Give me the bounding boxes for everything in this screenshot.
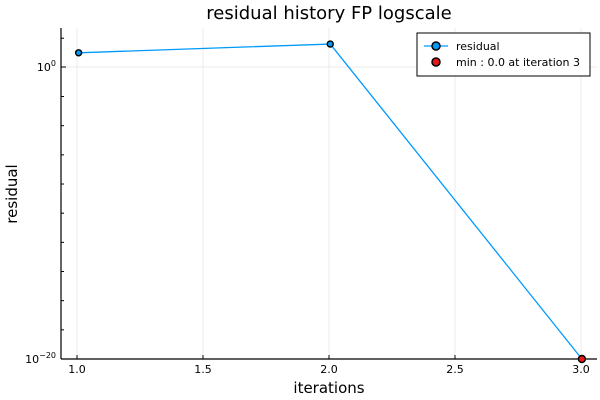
legend-label-residual: residual	[456, 40, 500, 53]
legend-label-min: min : 0.0 at iteration 3	[456, 56, 580, 69]
data-point-residual-1	[74, 49, 83, 57]
series-line-residual	[78, 43, 583, 360]
x-tick-label-3: 2.0	[320, 363, 338, 376]
y-tick-base-1: 10	[37, 61, 51, 74]
x-tick-label-1: 1.0	[68, 363, 86, 376]
x-ticks: 1.0 1.5 2.0 2.5 3.0	[68, 355, 590, 376]
data-point-residual-2	[326, 40, 334, 48]
chart-title: residual history FP logscale	[206, 3, 451, 24]
grid	[61, 28, 597, 359]
legend: residual min : 0.0 at iteration 3	[416, 32, 591, 77]
y-ticks: 100 10−20	[25, 59, 66, 366]
y-minor-ticks	[61, 37, 64, 331]
y-tick-label-2: 10−20	[25, 351, 56, 366]
y-tick-base-2: 10	[25, 353, 39, 366]
legend-marker-residual	[431, 41, 441, 51]
y-tick-label-1: 100	[37, 59, 56, 74]
y-axis-label: residual	[3, 164, 21, 223]
x-tick-label-2: 1.5	[194, 363, 212, 376]
y-tick-exp-2: −20	[39, 351, 56, 360]
legend-box	[416, 32, 591, 77]
x-axis-label: iterations	[293, 379, 364, 397]
data-point-min-1	[577, 354, 587, 364]
plot-area	[74, 40, 587, 364]
legend-marker-min	[431, 57, 441, 67]
x-tick-label-5: 3.0	[572, 363, 590, 376]
x-tick-label-4: 2.5	[446, 363, 464, 376]
y-tick-exp-1: 0	[51, 59, 56, 68]
